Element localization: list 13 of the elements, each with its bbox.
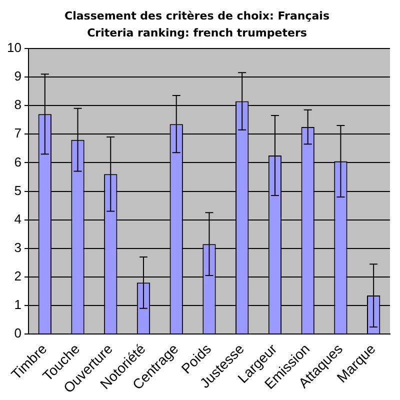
y-tick-label: 6 [14, 154, 22, 170]
y-tick-label: 1 [14, 297, 22, 312]
y-tick-label: 0 [14, 326, 22, 341]
chart-title: Classement des critères de choix: Français [64, 9, 330, 22]
y-tick-label: 2 [14, 268, 22, 284]
y-tick-label: 5 [14, 182, 22, 198]
y-tick-label: 7 [14, 126, 22, 141]
y-tick-label: 10 [6, 40, 22, 55]
y-tick-label: 3 [14, 240, 22, 255]
y-tick-label: 8 [14, 97, 22, 112]
y-tick-label: 9 [14, 68, 22, 84]
y-tick-label: 4 [14, 211, 22, 226]
chart-subtitle: Criteria ranking: french trumpeters [87, 26, 308, 40]
